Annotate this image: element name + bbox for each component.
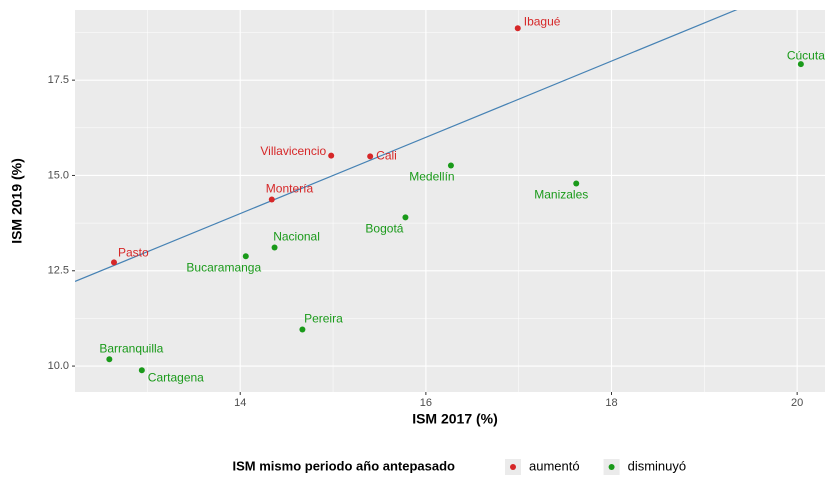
- legend-title: ISM mismo periodo año antepasado: [233, 458, 456, 473]
- x-tick-label: 18: [605, 397, 617, 409]
- point: [328, 152, 335, 159]
- grid: [75, 10, 825, 392]
- point-label: Manizales: [534, 188, 588, 202]
- point: [106, 356, 113, 363]
- labels: Ibagué Villavicencio Cali Montería Pasto Cúcu…: [99, 14, 825, 384]
- y-axis-title: ISM 2019 (%): [9, 158, 25, 244]
- point: [573, 180, 580, 187]
- y-tick-label: 10.0: [48, 360, 69, 372]
- point: [797, 61, 804, 68]
- x-tick-label: 16: [420, 397, 432, 409]
- y-tick-label: 12.5: [48, 265, 69, 277]
- point-label: Montería: [266, 182, 314, 196]
- point-label: Nacional: [273, 230, 320, 244]
- marks: [75, 10, 804, 374]
- plot-background: [75, 10, 825, 392]
- point: [110, 259, 117, 266]
- point: [367, 153, 374, 160]
- point-label: Villavicencio: [260, 144, 326, 158]
- point-label: Barranquilla: [99, 341, 163, 355]
- legend-label: aumentó: [529, 458, 580, 473]
- point-label: Cartagena: [148, 370, 204, 384]
- point-label: Pasto: [118, 246, 149, 260]
- point: [402, 214, 409, 221]
- y-tick-label: 15.0: [48, 169, 69, 181]
- legend: aumentó disminuyó: [505, 458, 686, 475]
- point: [138, 367, 145, 374]
- point: [268, 196, 275, 203]
- point-label: Bogotá: [365, 222, 403, 236]
- point-label: Cali: [376, 149, 397, 163]
- legend-marker: [608, 464, 615, 470]
- y-tick-label: 17.5: [48, 74, 69, 86]
- x-tick-label: 14: [234, 397, 246, 409]
- point: [271, 244, 278, 251]
- point-label: Bucaramanga: [186, 260, 261, 274]
- reference-line: [75, 10, 738, 282]
- point: [514, 25, 521, 32]
- point: [299, 326, 306, 333]
- point: [447, 162, 454, 169]
- point-label: Pereira: [304, 312, 343, 326]
- point-label: Ibagué: [524, 14, 561, 28]
- point: [242, 253, 249, 260]
- point-label: Medellín: [409, 170, 454, 184]
- point-label: Cúcuta: [787, 48, 825, 62]
- legend-label: disminuyó: [628, 458, 687, 473]
- x-tick-label: 20: [791, 397, 803, 409]
- x-axis-title: ISM 2017 (%): [412, 411, 498, 427]
- legend-marker: [510, 464, 516, 470]
